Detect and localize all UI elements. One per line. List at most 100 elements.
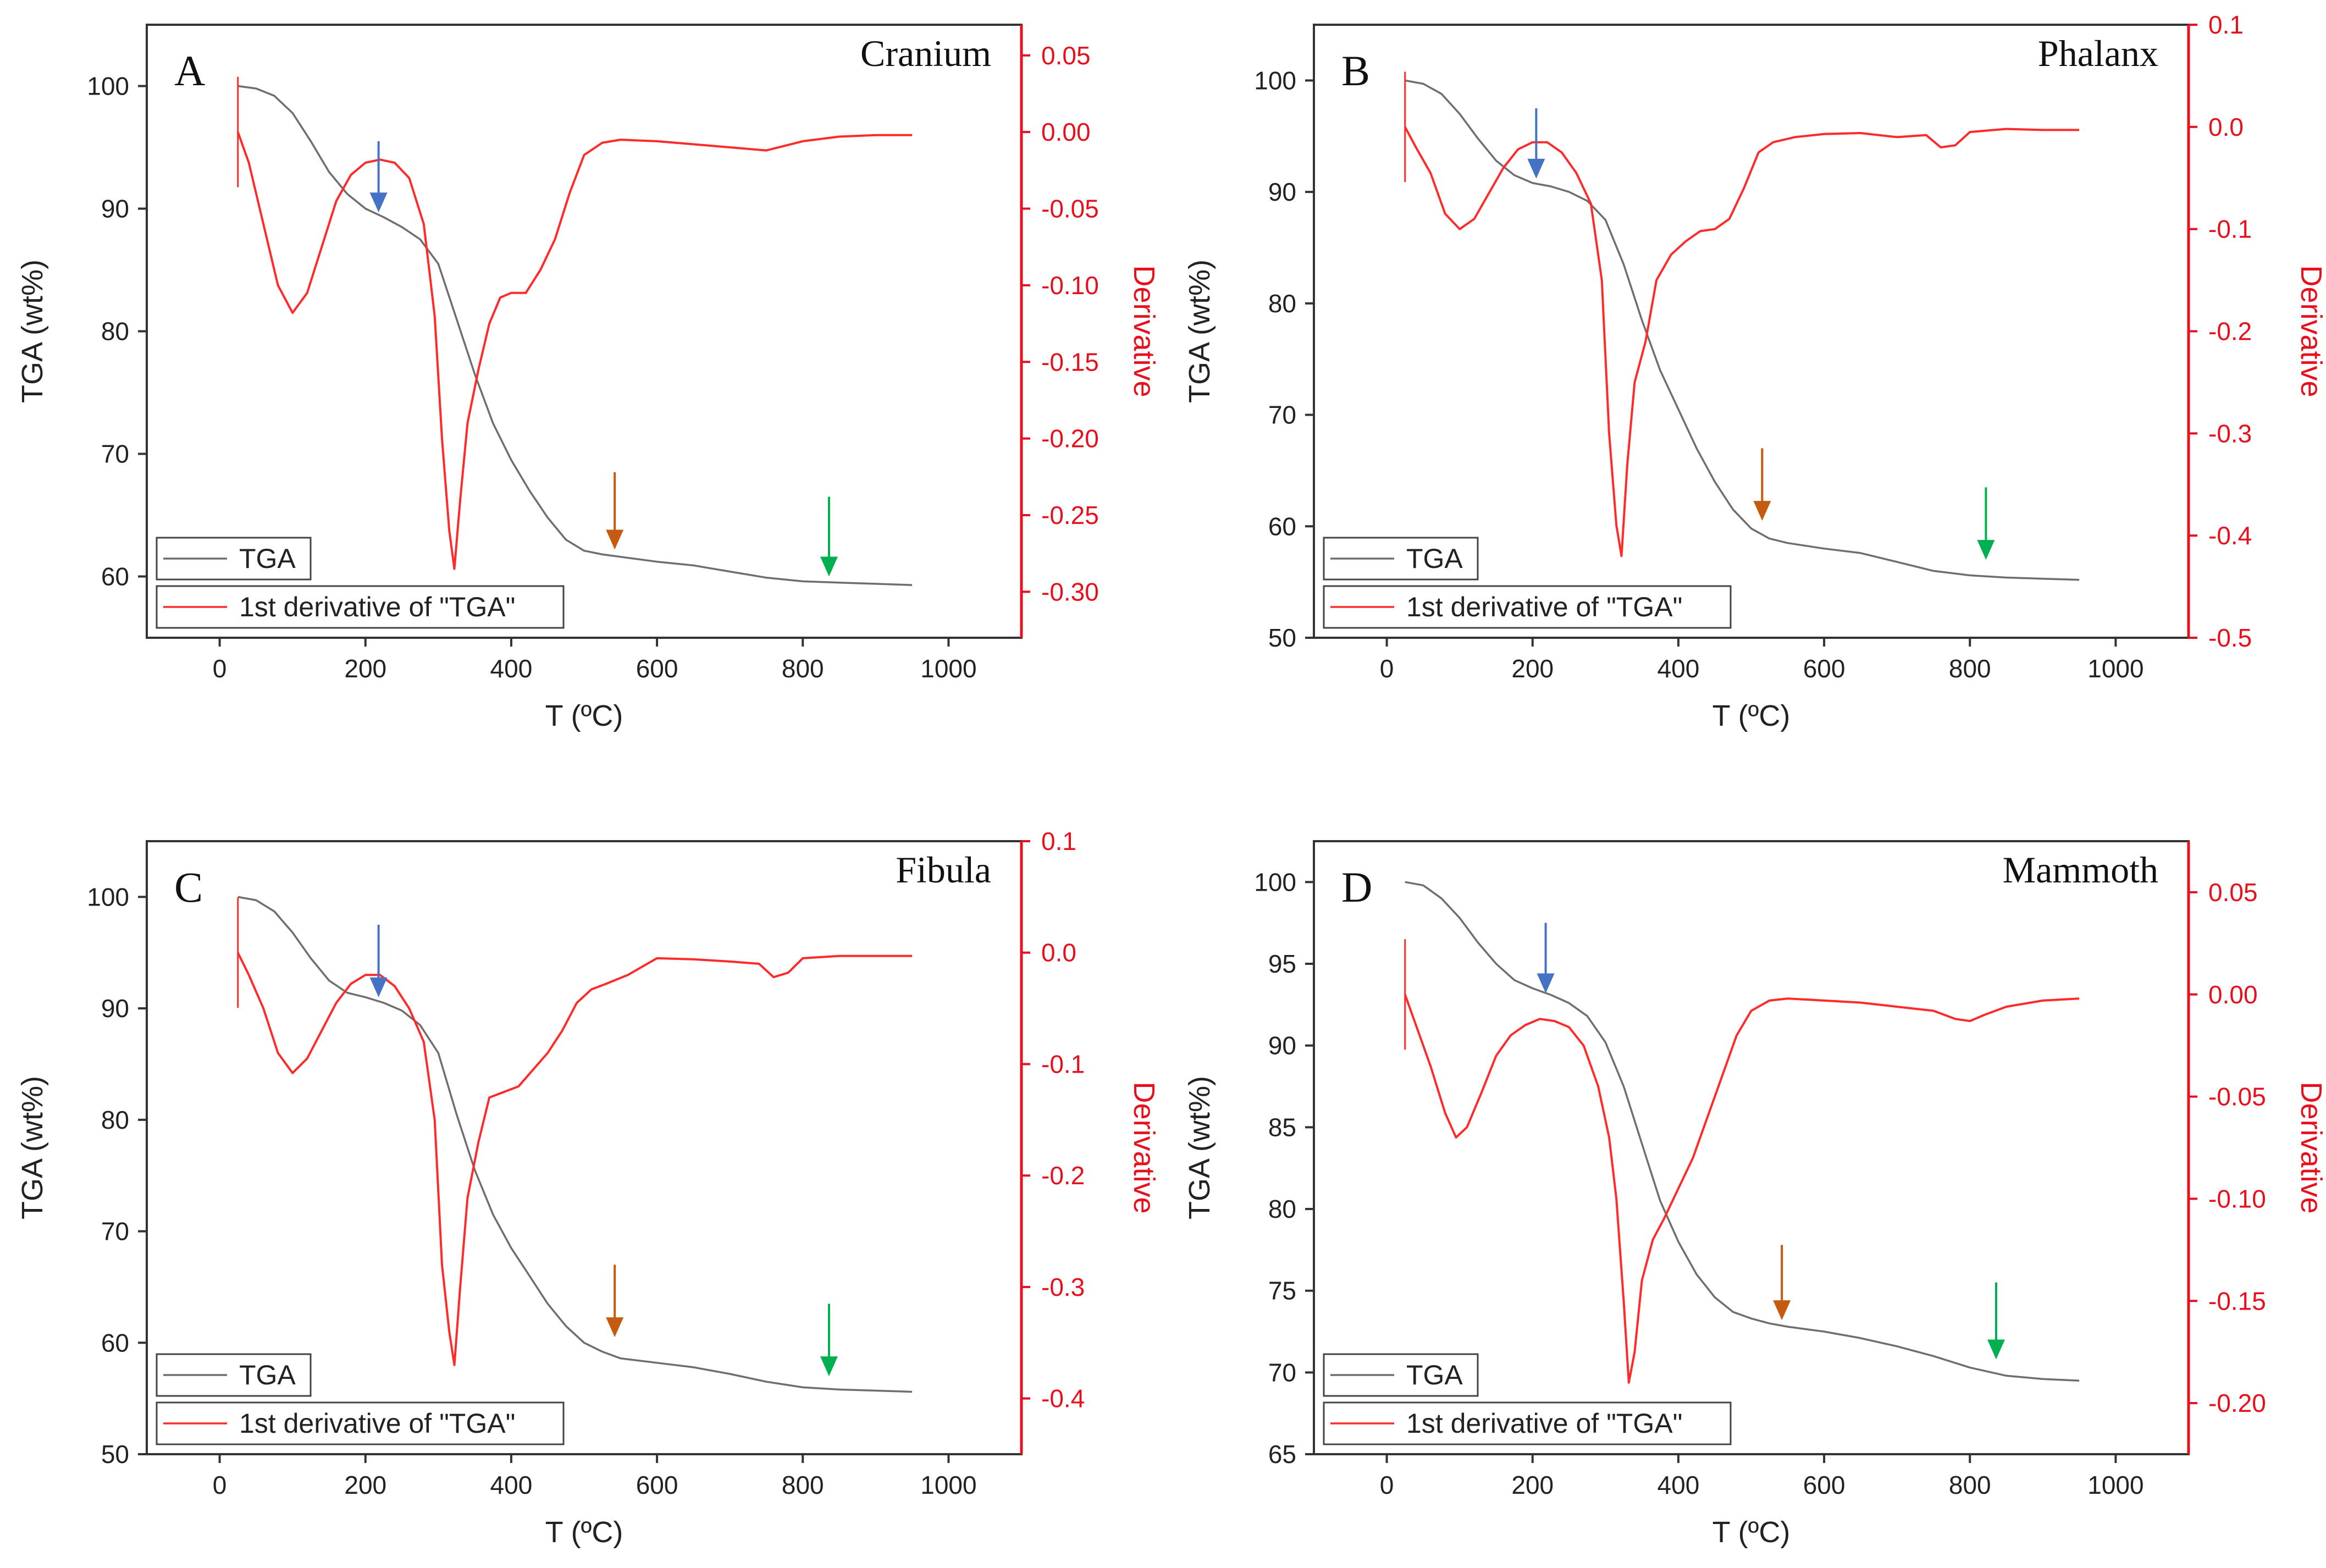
green-arrow	[820, 496, 838, 577]
y-tick-label: 85	[1268, 1113, 1296, 1141]
y-tick-label: 90	[1268, 178, 1296, 206]
x-tick-label: 600	[1803, 654, 1846, 683]
y-tick-label: 80	[1268, 1195, 1296, 1223]
y-tick-label: 90	[101, 195, 129, 223]
panel-letter: C	[174, 863, 203, 911]
x-tick-label: 400	[1658, 654, 1700, 683]
arrow-head	[1537, 973, 1555, 993]
x-tick-label: 0	[213, 1471, 227, 1499]
arrow-head	[369, 192, 388, 213]
blue-arrow	[1537, 923, 1555, 993]
x-tick-label: 200	[1511, 654, 1554, 683]
y-tick-label: 100	[1254, 868, 1296, 896]
x-tick-label: 200	[1511, 1471, 1554, 1499]
legend-label-tga: TGA	[239, 543, 296, 574]
legend: TGA 1st derivative of "TGA"	[156, 537, 565, 629]
tga-series-line	[237, 85, 913, 586]
y2-axis-label: Derivative	[2295, 265, 2326, 397]
y-tick-label: 80	[101, 1106, 129, 1134]
y-tick-label: 65	[1268, 1440, 1296, 1468]
x-tick-label: 1000	[920, 654, 976, 683]
y-tick-label: 80	[101, 317, 129, 346]
y-tick-label: 100	[87, 72, 129, 101]
x-tick-label: 0	[1380, 654, 1394, 683]
y2-tick-label: -0.10	[2208, 1184, 2266, 1213]
panel-a: 0 200 400 600 800 1000 60 70 80 90 100 0.05 0.00 -0.0…	[16, 24, 1161, 732]
y2-tick-label: -0.15	[1041, 347, 1099, 376]
x-tick-label: 800	[1949, 654, 1991, 683]
y-tick-label: 70	[101, 440, 129, 468]
derivative-series-line	[236, 131, 913, 570]
y2-tick-label: -0.20	[2208, 1389, 2266, 1417]
x-tick-label: 1000	[2087, 1471, 2143, 1499]
y-tick-label: 90	[1268, 1031, 1296, 1060]
y-axis-label: TGA (wt%)	[1183, 260, 1216, 403]
x-tick-label: 200	[344, 1471, 386, 1499]
arrow-head	[606, 1317, 624, 1338]
y2-tick-label: -0.4	[1041, 1384, 1085, 1413]
y-tick-label: 60	[101, 1328, 129, 1357]
y2-tick-label: -0.10	[1041, 271, 1099, 300]
legend-label-derivative: 1st derivative of "TGA"	[239, 592, 515, 622]
x-tick-label: 0	[213, 654, 227, 683]
blue-arrow	[369, 925, 388, 997]
panel-title: Mammoth	[2003, 849, 2158, 891]
y2-tick-label: -0.4	[2208, 521, 2252, 550]
y2-tick-label: 0.00	[1041, 118, 1091, 146]
x-tick-label: 800	[782, 1471, 824, 1499]
tga-series-line	[1405, 881, 2080, 1382]
x-tick-label: 400	[490, 654, 533, 683]
x-tick-label: 400	[1658, 1471, 1700, 1499]
y2-tick-label: 0.1	[2208, 10, 2244, 39]
x-tick-label: 200	[344, 654, 386, 683]
arrow-head	[1773, 1300, 1791, 1321]
legend-label-derivative: 1st derivative of "TGA"	[1406, 592, 1682, 622]
y-tick-label: 90	[101, 994, 129, 1023]
x-tick-label: 1000	[920, 1471, 976, 1499]
y2-tick-label: -0.1	[2208, 215, 2252, 244]
x-axis-label: T (ºC)	[1712, 699, 1791, 732]
x-tick-label: 600	[636, 1471, 678, 1499]
x-tick-label: 800	[1949, 1471, 1991, 1499]
y2-tick-label: 0.0	[2208, 113, 2244, 141]
y-tick-label: 50	[101, 1440, 129, 1468]
blue-arrow	[1527, 108, 1545, 179]
derivative-series-line	[236, 952, 913, 1366]
arrow-head	[1527, 158, 1545, 179]
derivative-series-line	[1404, 994, 2080, 1384]
arrow-head	[1753, 501, 1771, 521]
y2-axis-label: Derivative	[1128, 265, 1161, 397]
y-tick-label: 100	[1254, 66, 1296, 95]
y2-tick-label: -0.05	[2208, 1083, 2266, 1111]
y2-axis-label: Derivative	[1128, 1081, 1161, 1213]
orange-arrow	[606, 472, 624, 550]
legend-label-derivative: 1st derivative of "TGA"	[1406, 1408, 1682, 1439]
y2-tick-label: -0.5	[2208, 623, 2252, 652]
arrow-head	[1977, 540, 1995, 560]
x-tick-label: 600	[1803, 1471, 1846, 1499]
y2-tick-label: -0.30	[1041, 577, 1099, 606]
x-axis-label: T (ºC)	[545, 1516, 623, 1549]
panel-title: Cranium	[860, 32, 991, 74]
orange-arrow	[1753, 448, 1771, 521]
legend-label-tga: TGA	[1406, 543, 1463, 574]
y-axis-label: TGA (wt%)	[16, 260, 49, 403]
y2-tick-label: 0.00	[2208, 980, 2258, 1009]
y-tick-label: 70	[1268, 1358, 1296, 1387]
arrow-head	[820, 556, 838, 577]
arrow-head	[606, 529, 624, 550]
x-axis-label: T (ºC)	[1712, 1516, 1791, 1549]
y2-tick-label: -0.1	[1041, 1050, 1085, 1078]
legend: TGA 1st derivative of "TGA"	[156, 1353, 565, 1445]
y2-tick-label: 0.0	[1041, 938, 1076, 967]
y2-tick-label: -0.25	[1041, 501, 1099, 529]
panel-d: 0 200 400 600 800 1000 65 70 75 80 85 90 95 100 0.05 0.…	[1183, 840, 2326, 1549]
y-tick-label: 100	[87, 882, 129, 911]
green-arrow	[1987, 1282, 2005, 1360]
legend-label-tga: TGA	[239, 1360, 296, 1390]
y2-tick-label: -0.2	[2208, 317, 2252, 346]
y-tick-label: 60	[101, 562, 129, 591]
y2-tick-label: -0.2	[1041, 1161, 1085, 1190]
panel-c: 0 200 400 600 800 1000 50 60 70 80 90 100 0.1 0.0 -0.1…	[16, 827, 1161, 1549]
arrow-head	[820, 1356, 838, 1377]
